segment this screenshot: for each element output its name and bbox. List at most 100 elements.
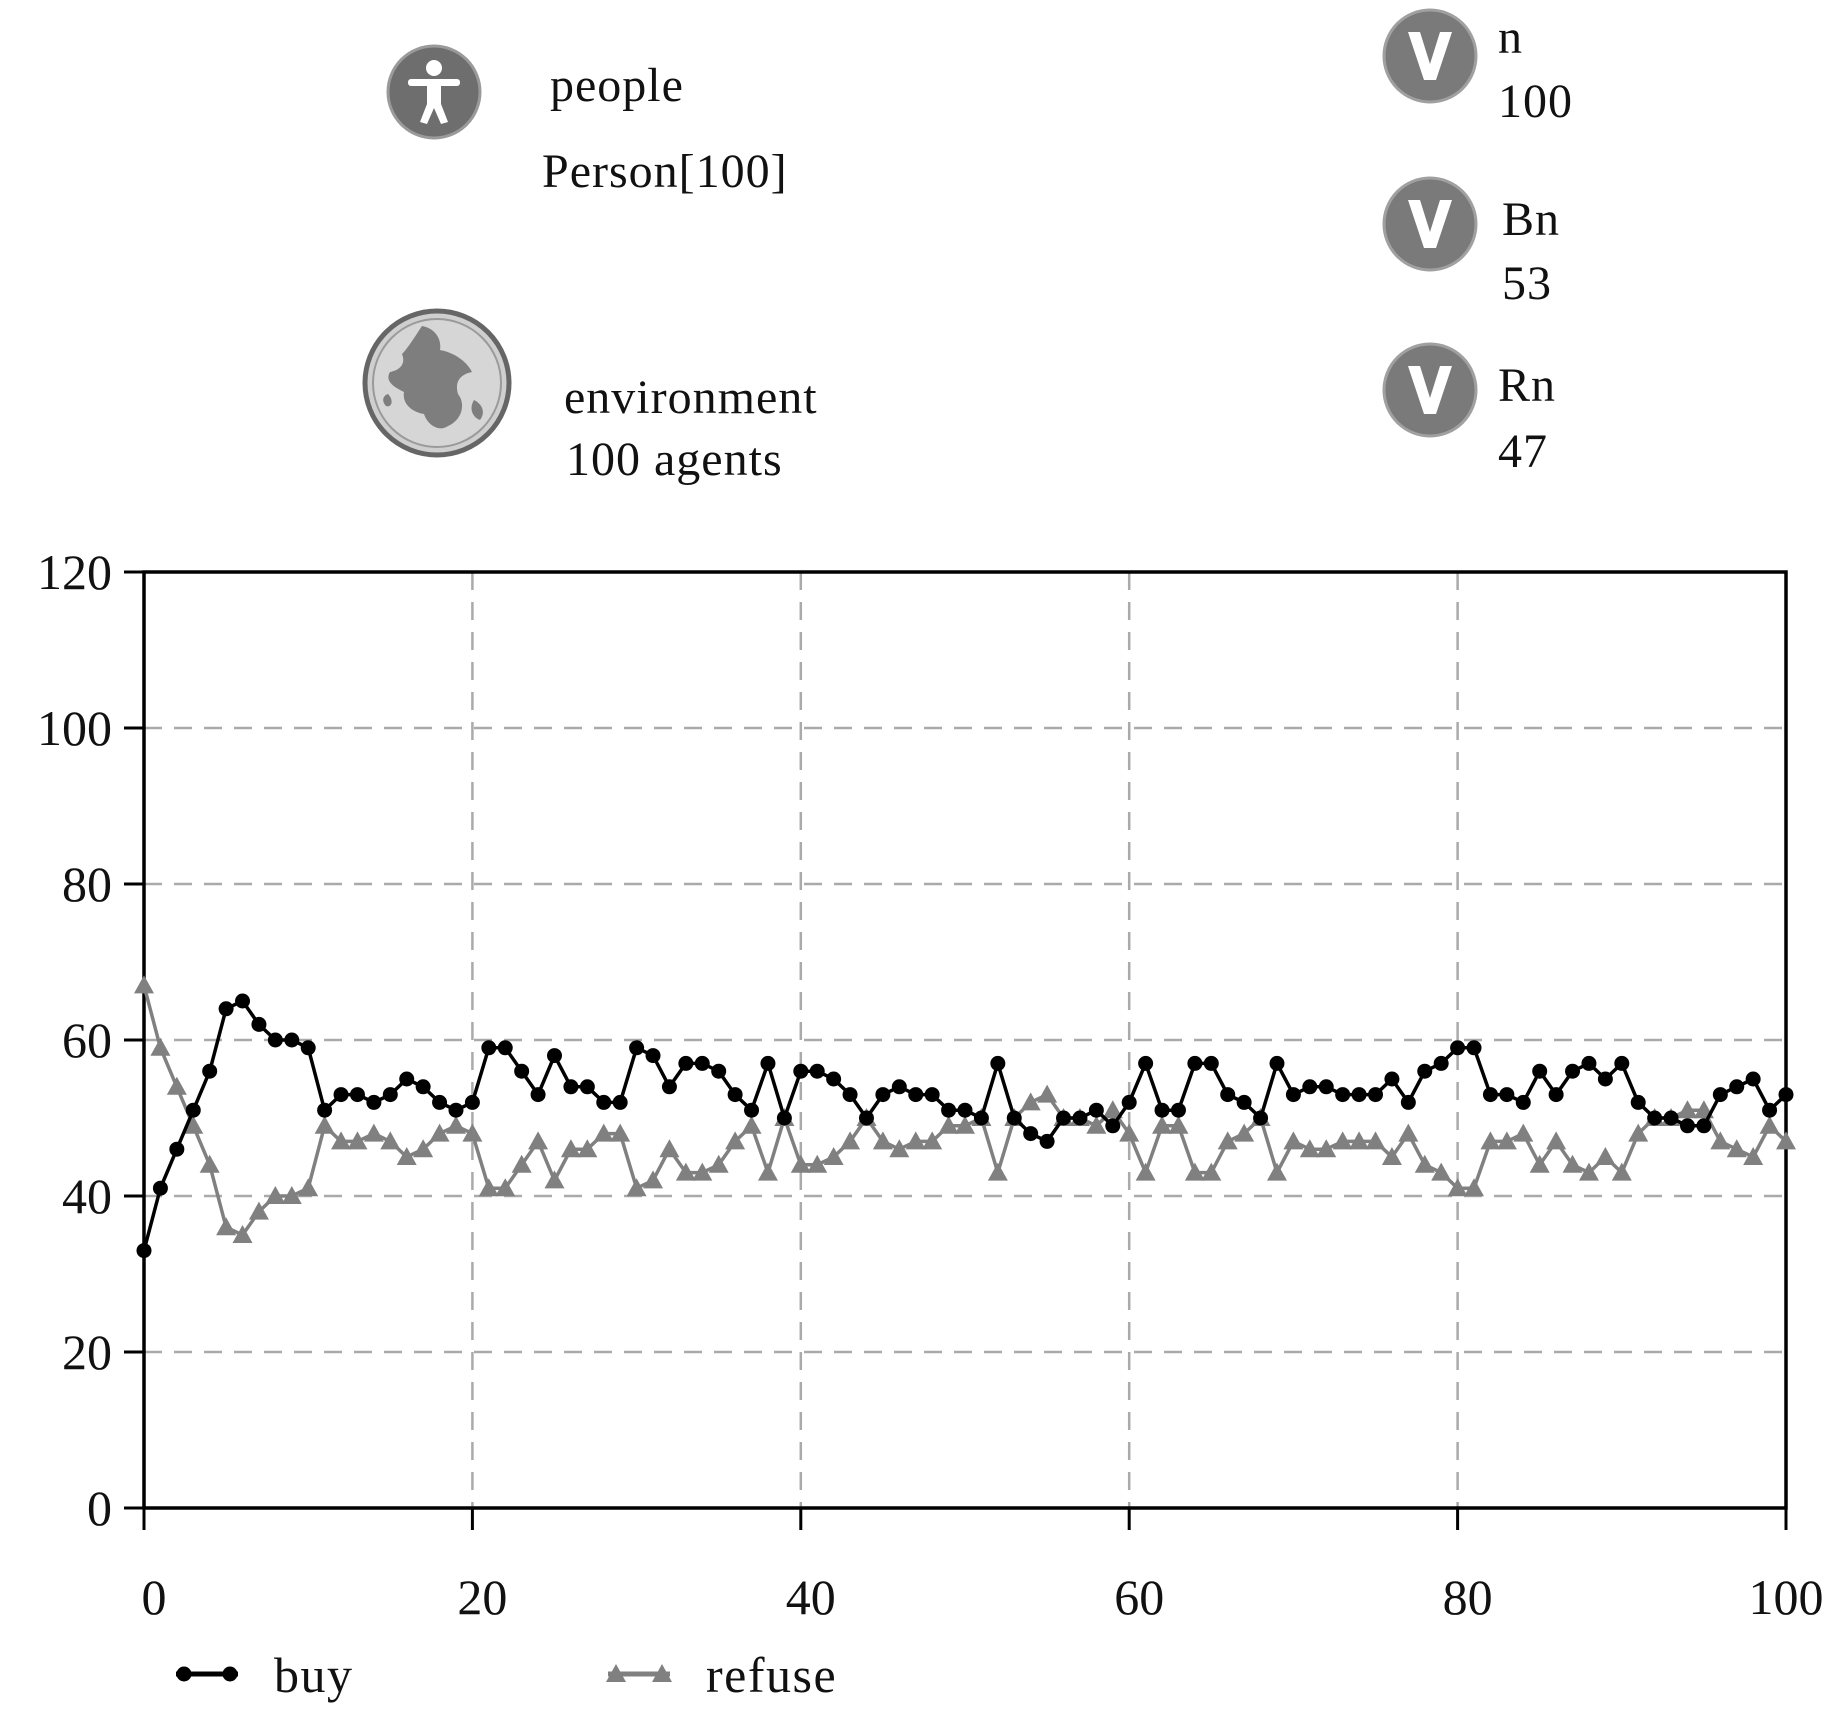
data-point-refuse — [347, 1131, 368, 1150]
data-point-buy — [1039, 1133, 1055, 1149]
data-point-refuse — [429, 1123, 450, 1142]
data-point-buy — [1630, 1094, 1646, 1110]
data-point-refuse — [905, 1131, 926, 1150]
variable-rn-name: Rn — [1498, 359, 1557, 412]
y-tick-label: 100 — [37, 700, 112, 756]
data-point-refuse — [922, 1131, 943, 1150]
data-point-buy — [908, 1087, 924, 1103]
data-point-refuse — [823, 1147, 844, 1165]
data-point-buy — [826, 1071, 842, 1087]
people-agent-type: Person[100] — [542, 145, 788, 198]
x-tick-label: 0 — [142, 1569, 167, 1625]
data-point-refuse — [659, 1139, 680, 1158]
data-point-buy — [727, 1087, 743, 1103]
data-point-refuse — [1726, 1139, 1747, 1158]
people-agent-name[interactable]: people — [550, 59, 684, 112]
y-tick-label: 40 — [62, 1168, 112, 1224]
data-point-buy — [1285, 1087, 1301, 1103]
data-point-buy — [1712, 1087, 1728, 1103]
data-point-buy — [579, 1079, 595, 1095]
globe-icon[interactable] — [362, 308, 512, 458]
data-point-buy — [136, 1243, 152, 1259]
data-point-refuse — [1266, 1162, 1287, 1181]
data-point-refuse — [544, 1170, 565, 1189]
y-tick-label: 20 — [62, 1324, 112, 1380]
data-point-refuse — [1628, 1123, 1649, 1142]
data-point-buy — [1154, 1102, 1170, 1118]
data-point-buy — [1351, 1087, 1367, 1103]
data-point-refuse — [1381, 1147, 1402, 1165]
data-point-refuse — [1595, 1147, 1616, 1165]
data-point-buy — [317, 1102, 333, 1118]
data-point-refuse — [1332, 1131, 1353, 1150]
variable-bn-value: 53 — [1502, 257, 1552, 310]
data-point-buy — [957, 1102, 973, 1118]
data-point-refuse — [725, 1131, 746, 1150]
variable-v-icon[interactable] — [1382, 176, 1478, 272]
data-point-buy — [1105, 1118, 1121, 1134]
variable-n-value: 100 — [1498, 75, 1573, 128]
data-point-refuse — [1529, 1154, 1550, 1173]
data-point-refuse — [462, 1123, 483, 1142]
data-point-refuse — [1513, 1123, 1534, 1142]
legend-marker-refuse — [652, 1664, 672, 1682]
variable-v-icon[interactable] — [1382, 8, 1478, 104]
y-tick-label: 60 — [62, 1012, 112, 1068]
data-point-buy — [842, 1087, 858, 1103]
data-point-refuse — [807, 1154, 828, 1173]
model-panel: people Person[100] environment 100 agent… — [0, 0, 1842, 520]
data-point-refuse — [1710, 1131, 1731, 1150]
data-point-buy — [1400, 1094, 1416, 1110]
data-point-buy — [415, 1079, 431, 1095]
data-point-refuse — [1299, 1139, 1320, 1158]
data-point-buy — [1056, 1110, 1072, 1126]
data-point-buy — [891, 1079, 907, 1095]
y-tick-label: 0 — [87, 1480, 112, 1536]
data-point-buy — [973, 1110, 989, 1126]
data-point-refuse — [675, 1162, 696, 1181]
data-point-refuse — [790, 1154, 811, 1173]
data-point-buy — [267, 1032, 283, 1048]
environment-name[interactable]: environment — [564, 371, 818, 424]
data-point-refuse — [248, 1201, 269, 1220]
data-point-refuse — [1578, 1162, 1599, 1181]
data-point-refuse — [134, 975, 154, 994]
data-point-refuse — [955, 1115, 975, 1134]
data-point-refuse — [363, 1123, 384, 1142]
data-point-refuse — [1431, 1162, 1452, 1181]
data-point-refuse — [495, 1178, 516, 1197]
plot-area-frame — [142, 570, 1788, 1510]
data-point-buy — [1663, 1110, 1679, 1126]
data-point-refuse — [889, 1139, 910, 1158]
data-point-buy — [1023, 1126, 1039, 1142]
data-point-refuse — [150, 1037, 171, 1056]
data-point-buy — [1745, 1071, 1761, 1087]
person-icon[interactable] — [386, 44, 482, 140]
data-point-refuse — [281, 1186, 302, 1204]
data-point-buy — [1318, 1079, 1334, 1095]
data-point-buy — [300, 1040, 316, 1056]
data-point-refuse — [938, 1115, 959, 1134]
data-point-refuse — [1743, 1147, 1764, 1165]
variable-v-icon[interactable] — [1382, 342, 1478, 438]
data-point-buy — [1581, 1055, 1597, 1071]
data-point-buy — [645, 1048, 661, 1064]
data-point-buy — [793, 1063, 809, 1079]
data-point-refuse — [1398, 1123, 1419, 1142]
data-point-buy — [1302, 1079, 1318, 1095]
data-point-buy — [349, 1087, 365, 1103]
variable-rn-value: 47 — [1498, 425, 1548, 478]
data-point-refuse — [1102, 1100, 1123, 1119]
data-point-refuse — [1168, 1115, 1189, 1134]
data-point-buy — [1368, 1087, 1383, 1103]
data-point-buy — [1417, 1063, 1433, 1079]
data-point-refuse — [528, 1131, 549, 1150]
data-point-buy — [1499, 1087, 1515, 1103]
legend-marker-refuse — [606, 1664, 626, 1682]
data-point-buy — [1236, 1094, 1252, 1110]
x-tick-label: 100 — [1749, 1569, 1824, 1625]
data-point-refuse — [1447, 1178, 1468, 1197]
data-point-refuse — [643, 1170, 664, 1189]
data-point-refuse — [511, 1154, 532, 1173]
data-point-buy — [251, 1016, 267, 1032]
